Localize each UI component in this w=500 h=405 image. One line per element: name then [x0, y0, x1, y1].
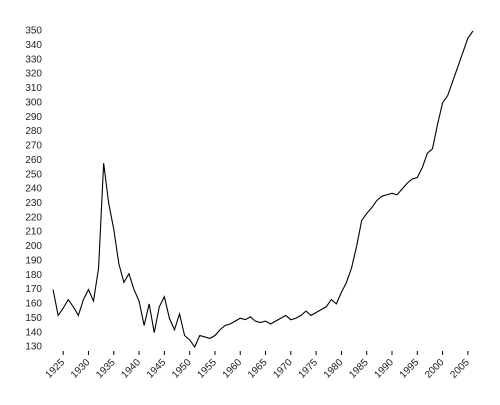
y-tick-label: 200 — [25, 241, 42, 252]
y-tick-label: 330 — [25, 54, 42, 65]
x-tick-label: 1945 — [145, 357, 169, 381]
y-tick-label: 190 — [25, 255, 42, 266]
y-tick-label: 270 — [25, 141, 42, 152]
x-tick-label: 1970 — [271, 357, 295, 381]
y-tick-label: 280 — [25, 126, 42, 137]
y-tick-label: 300 — [25, 97, 42, 108]
x-tick-label: 1975 — [297, 357, 321, 381]
x-tick-label: 2005 — [448, 357, 472, 381]
x-tick-label: 1940 — [120, 357, 144, 381]
y-tick-label: 170 — [25, 284, 42, 295]
x-tick-label: 1930 — [69, 357, 93, 381]
line — [52, 30, 474, 349]
x-tick-label: 1990 — [372, 357, 396, 381]
y-tick-label: 250 — [25, 169, 42, 180]
y-tick-label: 180 — [25, 270, 42, 281]
y-tick-label: 220 — [25, 212, 42, 223]
x-tick-label: 1955 — [195, 357, 219, 381]
y-tick-label: 350 — [25, 26, 42, 37]
y-tick-label: 150 — [25, 313, 42, 324]
y-tick-label: 140 — [25, 327, 42, 338]
y-tick-label: 340 — [25, 40, 42, 51]
y-tick-label: 310 — [25, 83, 42, 94]
x-tick-label: 1980 — [322, 357, 346, 381]
x-tick-label: 1925 — [44, 357, 68, 381]
y-tick-label: 320 — [25, 69, 42, 80]
y-tick-label: 230 — [25, 198, 42, 209]
y-tick-label: 290 — [25, 112, 42, 123]
y-tick-label: 130 — [25, 342, 42, 353]
x-tick-label: 1950 — [170, 357, 194, 381]
x-tick-label: 2000 — [423, 357, 447, 381]
y-tick-label: 210 — [25, 227, 42, 238]
x-tick-label: 1965 — [246, 357, 270, 381]
y-tick-label: 260 — [25, 155, 42, 166]
x-tick-label: 1985 — [347, 357, 371, 381]
x-tick-label: 1935 — [94, 357, 118, 381]
y-tick-label: 160 — [25, 299, 42, 310]
x-tick-label: 1960 — [221, 357, 245, 381]
x-tick-label: 1995 — [398, 357, 422, 381]
y-tick-label: 240 — [25, 184, 42, 195]
